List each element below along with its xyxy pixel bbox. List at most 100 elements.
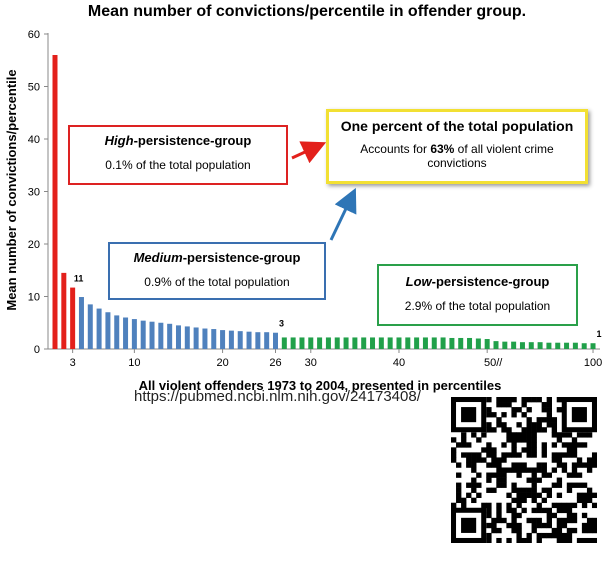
bar-high bbox=[61, 272, 67, 349]
bar-low bbox=[519, 342, 525, 349]
bar-low bbox=[352, 337, 358, 349]
y-tick-label: 40 bbox=[28, 134, 40, 146]
bar-low bbox=[325, 337, 331, 349]
x-axis-label: All violent offenders 1973 to 2004, pres… bbox=[139, 378, 502, 393]
y-tick-label: 30 bbox=[28, 187, 40, 199]
bar-medium bbox=[193, 327, 199, 349]
y-tick-label: 20 bbox=[28, 239, 40, 251]
bar-low bbox=[405, 337, 411, 349]
bar-low bbox=[572, 342, 578, 349]
bar-low bbox=[343, 337, 349, 349]
bar-low bbox=[511, 341, 517, 349]
bar-medium bbox=[255, 332, 261, 349]
bar-low bbox=[290, 337, 296, 349]
x-tick-label: 26 bbox=[269, 357, 281, 369]
y-ticks: 0 10 20 30 40 50 60 bbox=[28, 29, 48, 356]
arrows bbox=[291, 141, 357, 241]
bar-low bbox=[387, 337, 393, 349]
bar-medium bbox=[123, 317, 129, 349]
bar-low bbox=[546, 342, 552, 349]
bar-low bbox=[431, 337, 437, 349]
bar-medium bbox=[264, 332, 270, 349]
x-ticks: 3 10 20 26 30 40 50// 100 bbox=[70, 349, 602, 369]
medium-arrow bbox=[329, 187, 357, 241]
data-labels: 11 3 1 bbox=[74, 274, 602, 340]
bar-low bbox=[467, 337, 473, 349]
high-persistence-heading: High-persistence-group bbox=[104, 133, 252, 148]
bar-low bbox=[440, 337, 446, 349]
high-persistence-box: High-persistence-group 0.1% of the total… bbox=[68, 125, 288, 185]
bar-medium bbox=[220, 330, 226, 349]
bar-low bbox=[449, 337, 455, 349]
bar-low bbox=[370, 337, 376, 349]
bar-low bbox=[564, 342, 570, 349]
bar-low bbox=[555, 342, 561, 349]
bar-medium bbox=[149, 321, 155, 349]
bar-low bbox=[484, 339, 490, 349]
one-percent-box: One percent of the total population Acco… bbox=[326, 109, 588, 184]
x-tick-label: 20 bbox=[216, 357, 228, 369]
bar-medium bbox=[105, 312, 111, 349]
bar-medium bbox=[237, 331, 243, 349]
low-persistence-share: 2.9% of the total population bbox=[404, 299, 551, 313]
bar-medium bbox=[140, 320, 146, 349]
bar-low bbox=[414, 337, 420, 349]
bar-low bbox=[308, 337, 314, 349]
bar-low bbox=[502, 341, 508, 349]
data-label: 3 bbox=[279, 319, 284, 329]
one-percent-detail: Accounts for 63% of all violent crime co… bbox=[360, 142, 554, 170]
bar-medium bbox=[175, 325, 181, 349]
bar-medium bbox=[167, 323, 173, 349]
bar-low bbox=[528, 342, 534, 349]
bar-medium bbox=[273, 332, 278, 349]
bar-low bbox=[590, 343, 596, 349]
bar-low bbox=[317, 337, 323, 349]
bar-low bbox=[378, 337, 384, 349]
bar-low bbox=[334, 337, 340, 349]
bar-medium bbox=[87, 304, 93, 349]
bar-high bbox=[70, 287, 76, 349]
low-persistence-heading: Low-persistence-group bbox=[405, 274, 550, 289]
bar-low bbox=[361, 337, 367, 349]
bars bbox=[52, 55, 596, 349]
bar-low bbox=[581, 343, 587, 349]
bar-low bbox=[458, 337, 464, 349]
y-tick-label: 10 bbox=[28, 292, 40, 304]
x-tick-label: 100 bbox=[584, 357, 602, 369]
chart-title: Mean number of convictions/percentile in… bbox=[88, 3, 526, 20]
bar-medium bbox=[184, 326, 190, 349]
bar-medium bbox=[78, 297, 84, 349]
bar-medium bbox=[158, 322, 164, 349]
bar-medium bbox=[114, 315, 120, 349]
data-label: 1 bbox=[597, 329, 602, 339]
y-axis-label: Mean number of convictions/percentile bbox=[4, 69, 19, 310]
bar-low bbox=[422, 337, 428, 349]
y-tick-label: 0 bbox=[34, 344, 40, 356]
y-tick-label: 50 bbox=[28, 82, 40, 94]
medium-persistence-heading: Medium-persistence-group bbox=[133, 250, 301, 265]
y-tick-label: 60 bbox=[28, 29, 40, 41]
medium-persistence-box: Medium-persistence-group 0.9% of the tot… bbox=[108, 242, 326, 300]
bar-medium bbox=[211, 329, 217, 349]
x-tick-label: 50// bbox=[484, 357, 503, 369]
chart: Mean number of convictions/percentile in… bbox=[4, 3, 602, 393]
bar-low bbox=[475, 338, 481, 349]
bar-low bbox=[281, 337, 287, 349]
x-tick-label: 3 bbox=[70, 357, 76, 369]
x-tick-label: 30 bbox=[305, 357, 317, 369]
bar-medium bbox=[96, 308, 102, 349]
bar-medium bbox=[246, 331, 252, 349]
high-arrow bbox=[291, 141, 327, 164]
bar-low bbox=[493, 341, 499, 349]
source-url[interactable]: https://pubmed.ncbi.nlm.nih.gov/24173408… bbox=[134, 388, 421, 405]
qr-code-icon bbox=[451, 397, 597, 543]
bar-medium bbox=[228, 330, 234, 349]
bar-low bbox=[537, 342, 543, 349]
data-label: 11 bbox=[74, 274, 84, 284]
bar-low bbox=[299, 337, 305, 349]
x-tick-label: 10 bbox=[128, 357, 140, 369]
low-persistence-box: Low-persistence-group 2.9% of the total … bbox=[377, 264, 578, 326]
one-percent-heading: One percent of the total population bbox=[340, 118, 574, 134]
x-tick-label: 40 bbox=[393, 357, 405, 369]
bar-medium bbox=[131, 319, 137, 349]
